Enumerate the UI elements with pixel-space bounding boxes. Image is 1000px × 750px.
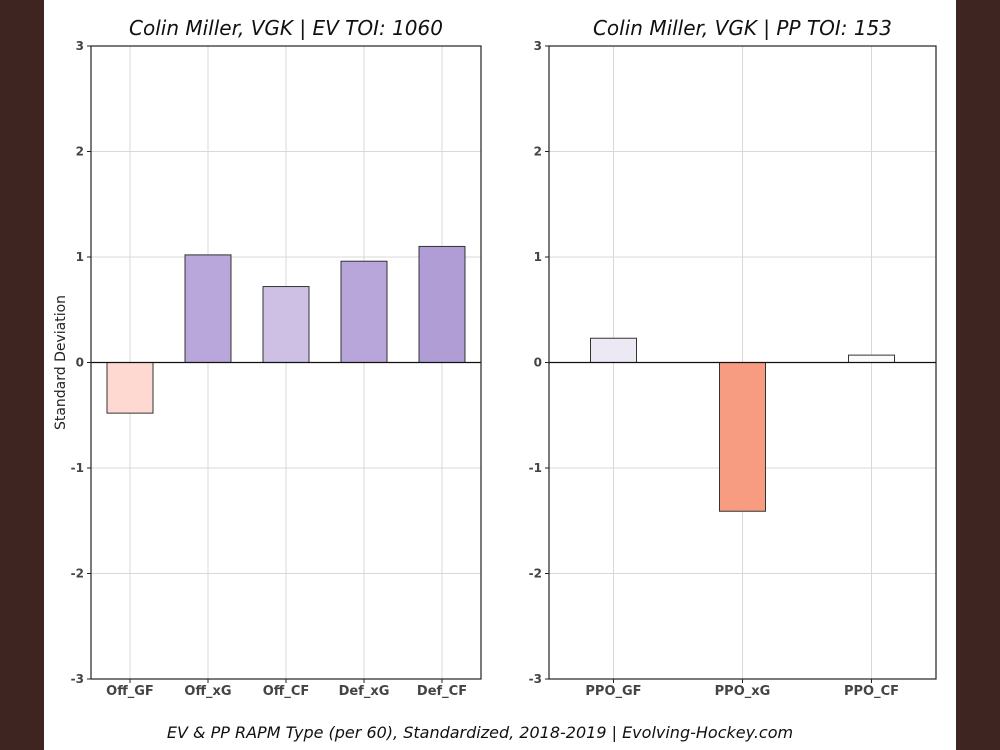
y-tick-label: -2 — [71, 567, 84, 581]
chart-panel-1: 3 2 1 0 -1 -2 -3 Off_GF Off_xG Off_CF Def_xG Def_CF… — [53, 16, 482, 699]
y-tick-label: -1 — [71, 461, 84, 475]
x-tick-label: Def_xG — [339, 684, 390, 699]
y-tick-label: 2 — [534, 145, 542, 159]
bar-off-gf — [106, 362, 154, 414]
chart-footer: EV & PP RAPM Type (per 60), Standardized… — [167, 723, 793, 742]
y-tick-label: 3 — [76, 39, 84, 53]
x-tick-label: Off_GF — [106, 684, 154, 699]
x-tick-label: Def_CF — [417, 684, 467, 699]
bar-ppo-gf — [590, 337, 637, 363]
y-tick-label: 1 — [534, 250, 542, 264]
bar-ppo-xg — [719, 362, 766, 512]
x-tick-label: PPO_xG — [715, 684, 771, 699]
chart-figure: 3 2 1 0 -1 -2 -3 Off_GF Off_xG Off_CF Def_xG Def_CF… — [44, 0, 956, 750]
x-tick-label: Off_CF — [263, 684, 310, 699]
y-axis-label: Standard Deviation — [53, 295, 69, 430]
y-tick-label: 0 — [534, 356, 542, 370]
x-tick-label: PPO_GF — [585, 684, 641, 699]
y-tick-label: -2 — [529, 567, 542, 581]
y-tick-label: 3 — [534, 39, 542, 53]
chart-title: Colin Miller, VGK | PP TOI: 153 — [593, 16, 892, 40]
y-tick-label: -3 — [71, 672, 84, 686]
x-tick-label: Off_xG — [184, 684, 231, 699]
chart-canvas: 3 2 1 0 -1 -2 -3 Off_GF Off_xG Off_CF Def_xG Def_CF… — [53, 16, 937, 742]
y-tick-label: -3 — [529, 672, 542, 686]
x-tick-label: PPO_CF — [844, 684, 899, 699]
y-tick-label: 1 — [76, 250, 84, 264]
bar-def-xg — [340, 260, 388, 363]
bar-off-cf — [262, 286, 310, 364]
bar-def-cf — [418, 245, 466, 363]
y-tick-label: 2 — [76, 145, 84, 159]
chart-panel-2: 3 2 1 0 -1 -2 -3 PPO_GF PPO_xG PPO_CF Colin Miller… — [529, 16, 937, 699]
y-tick-label: -1 — [529, 461, 542, 475]
y-tick-label: 0 — [76, 356, 84, 370]
bar-off-xg — [184, 254, 232, 363]
chart-title: Colin Miller, VGK | EV TOI: 1060 — [129, 16, 443, 40]
bar-ppo-cf — [848, 354, 895, 363]
